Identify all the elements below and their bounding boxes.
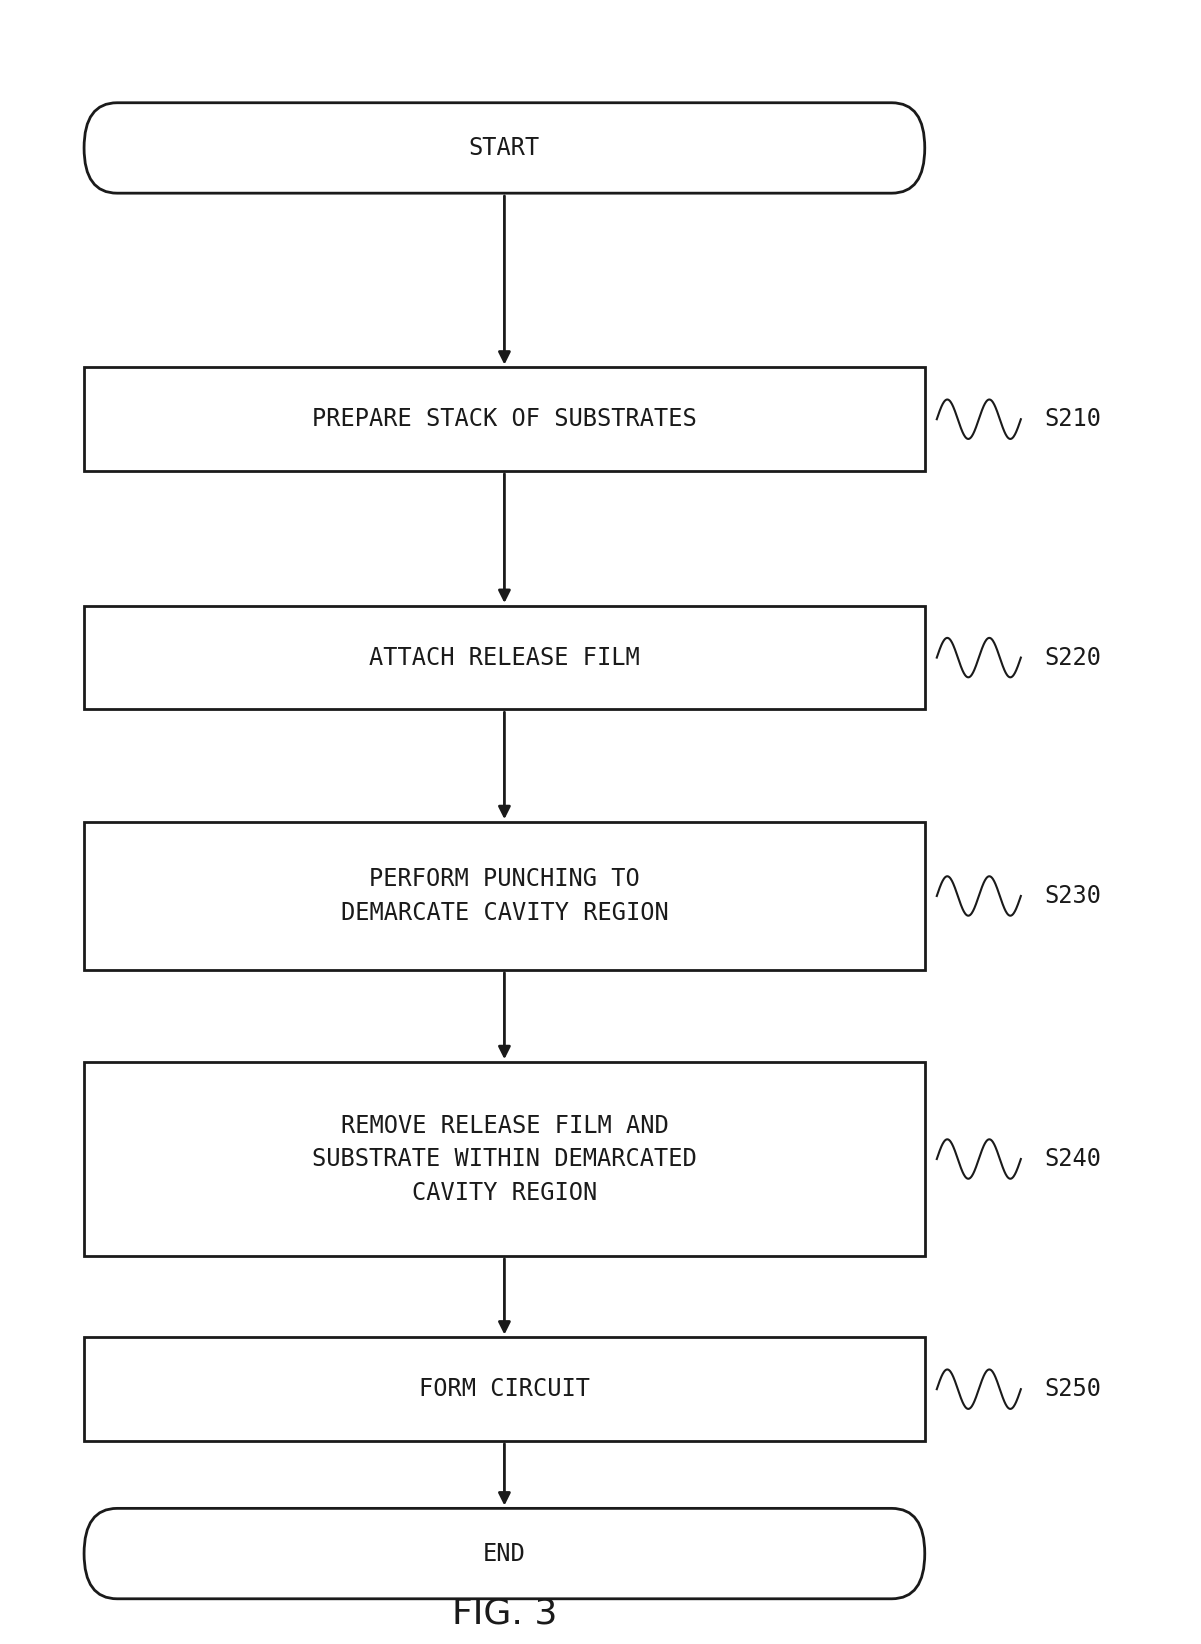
Text: END: END (483, 1542, 526, 1565)
Bar (84, 1062, 925, 1256)
Text: S250: S250 (1045, 1378, 1101, 1401)
Text: FIG. 3: FIG. 3 (452, 1596, 557, 1631)
Text: REMOVE RELEASE FILM AND
SUBSTRATE WITHIN DEMARCATED
CAVITY REGION: REMOVE RELEASE FILM AND SUBSTRATE WITHIN… (312, 1113, 697, 1205)
Text: S210: S210 (1045, 408, 1101, 431)
Text: PERFORM PUNCHING TO
DEMARCATE CAVITY REGION: PERFORM PUNCHING TO DEMARCATE CAVITY REG… (341, 868, 668, 924)
Text: S220: S220 (1045, 646, 1101, 669)
Bar (84, 368, 925, 470)
Text: S230: S230 (1045, 884, 1101, 907)
Text: PREPARE STACK OF SUBSTRATES: PREPARE STACK OF SUBSTRATES (312, 408, 697, 431)
Text: START: START (468, 136, 540, 159)
FancyBboxPatch shape (84, 1509, 925, 1598)
Text: ATTACH RELEASE FILM: ATTACH RELEASE FILM (369, 646, 640, 669)
FancyBboxPatch shape (84, 102, 925, 192)
Bar (84, 1338, 925, 1440)
Text: FORM CIRCUIT: FORM CIRCUIT (419, 1378, 590, 1401)
Bar (84, 607, 925, 710)
Text: S240: S240 (1045, 1148, 1101, 1171)
Bar (84, 822, 925, 970)
